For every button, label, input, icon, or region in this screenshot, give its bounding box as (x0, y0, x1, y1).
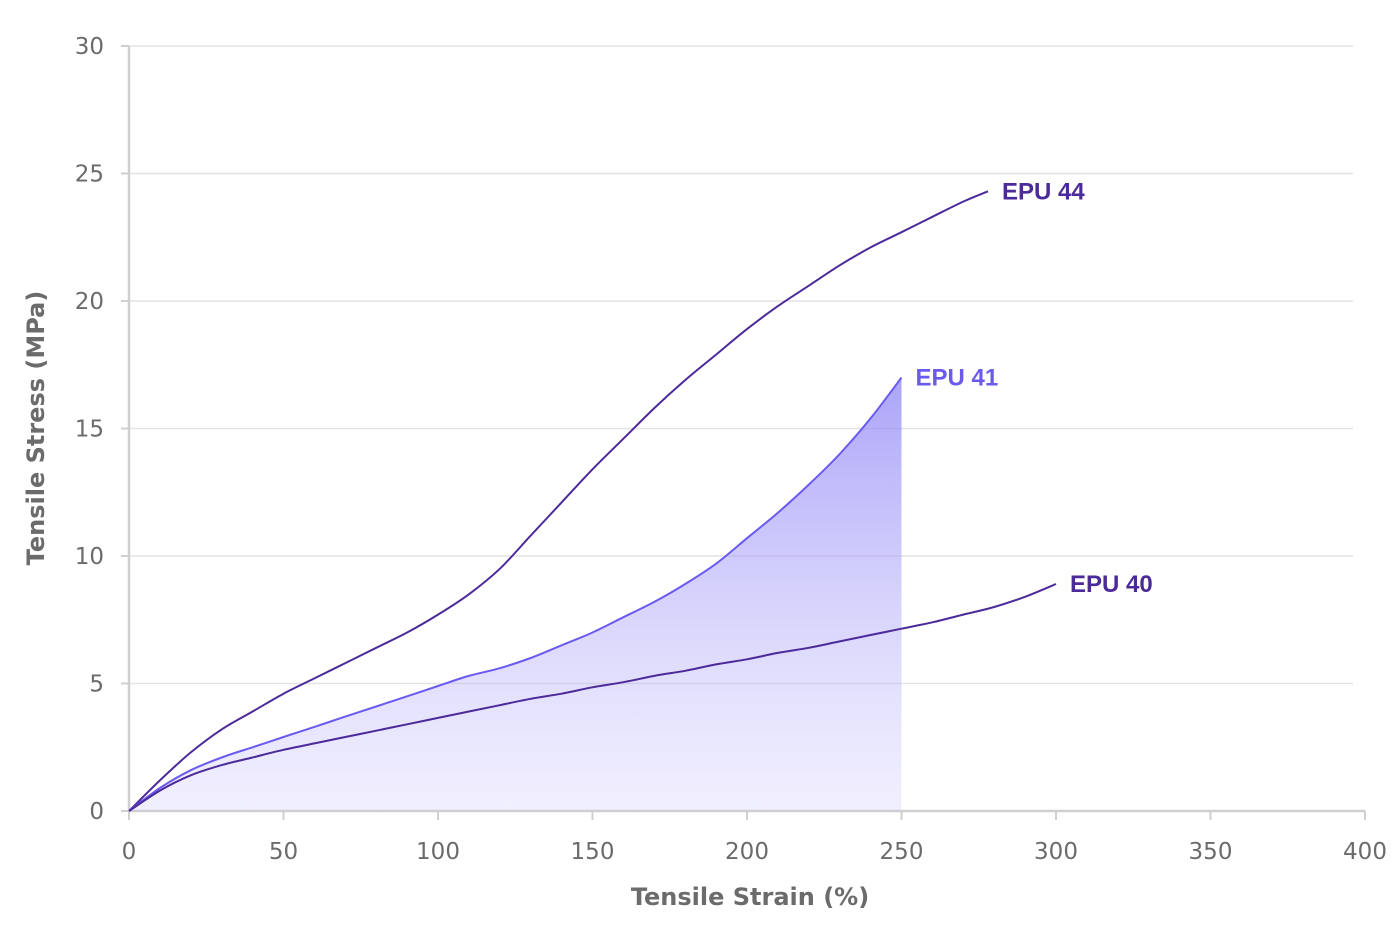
x-tick-label-300: 300 (1034, 839, 1078, 865)
y-tick-label-20: 20 (75, 289, 104, 315)
gridlines (129, 45, 1353, 685)
x-tick-label-0: 0 (122, 839, 137, 865)
x-tick-label-350: 350 (1189, 839, 1233, 865)
series-label-epu-44: EPU 44 (1002, 178, 1085, 205)
series-layer (128, 190, 1057, 812)
x-axis-title: Tensile Strain (%) (631, 883, 869, 911)
series-line-epu-40 (128, 583, 1057, 812)
series-labels: EPU 44 EPU 41 EPU 40 (916, 178, 1153, 598)
x-tick-label-150: 150 (571, 839, 615, 865)
series-label-epu-40: EPU 40 (1070, 571, 1153, 598)
series-line-epu-41 (128, 376, 903, 812)
x-tick-label-250: 250 (880, 839, 924, 865)
y-tick-label-25: 25 (75, 162, 104, 188)
y-tick-label-5: 5 (89, 672, 104, 698)
x-tick-label-100: 100 (416, 839, 460, 865)
y-axis-ticks: 0 5 10 15 20 25 30 (75, 34, 129, 825)
y-tick-label-0: 0 (89, 799, 104, 825)
y-tick-label-30: 30 (75, 34, 104, 60)
x-axis-ticks: 0 50 100 150 200 250 300 350 400 (122, 811, 1387, 865)
x-tick-label-50: 50 (269, 839, 298, 865)
y-axis-title: Tensile Stress (MPa) (22, 291, 50, 566)
x-tick-label-400: 400 (1343, 839, 1387, 865)
y-tick-label-10: 10 (75, 544, 104, 570)
x-tick-label-200: 200 (725, 839, 769, 865)
series-area-epu-41 (129, 377, 902, 811)
y-tick-label-15: 15 (75, 417, 104, 443)
series-line-epu-44 (128, 190, 989, 812)
series-label-epu-41: EPU 41 (916, 365, 999, 392)
